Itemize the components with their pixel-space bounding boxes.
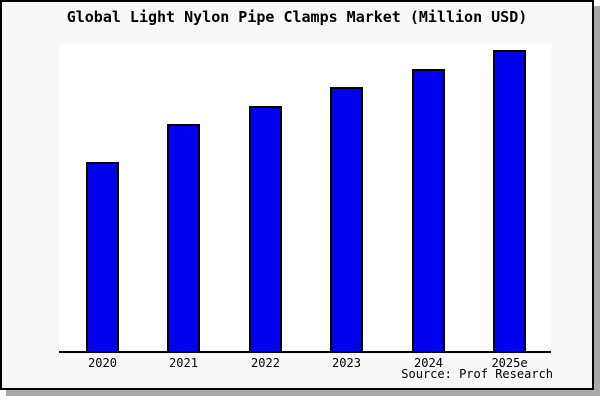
x-tick-label-2025e: 2025e xyxy=(491,356,528,370)
bar-2023 xyxy=(330,87,363,351)
bar-2025e xyxy=(493,50,526,351)
chart-title: Global Light Nylon Pipe Clamps Market (M… xyxy=(66,8,528,26)
bar-2022 xyxy=(249,106,282,351)
x-tick-label-2021: 2021 xyxy=(169,356,198,370)
source-note: Source: Prof Research xyxy=(401,367,553,381)
chart-frame: Global Light Nylon Pipe Clamps Market (M… xyxy=(0,0,594,390)
bar-2020 xyxy=(86,162,119,351)
x-tick-label-2024: 2024 xyxy=(414,356,443,370)
bar-2021 xyxy=(167,124,200,351)
plot-area xyxy=(59,45,551,353)
x-tick-label-2023: 2023 xyxy=(332,356,361,370)
x-tick-label-2022: 2022 xyxy=(251,356,280,370)
bar-2024 xyxy=(412,69,445,351)
x-tick-label-2020: 2020 xyxy=(88,356,117,370)
